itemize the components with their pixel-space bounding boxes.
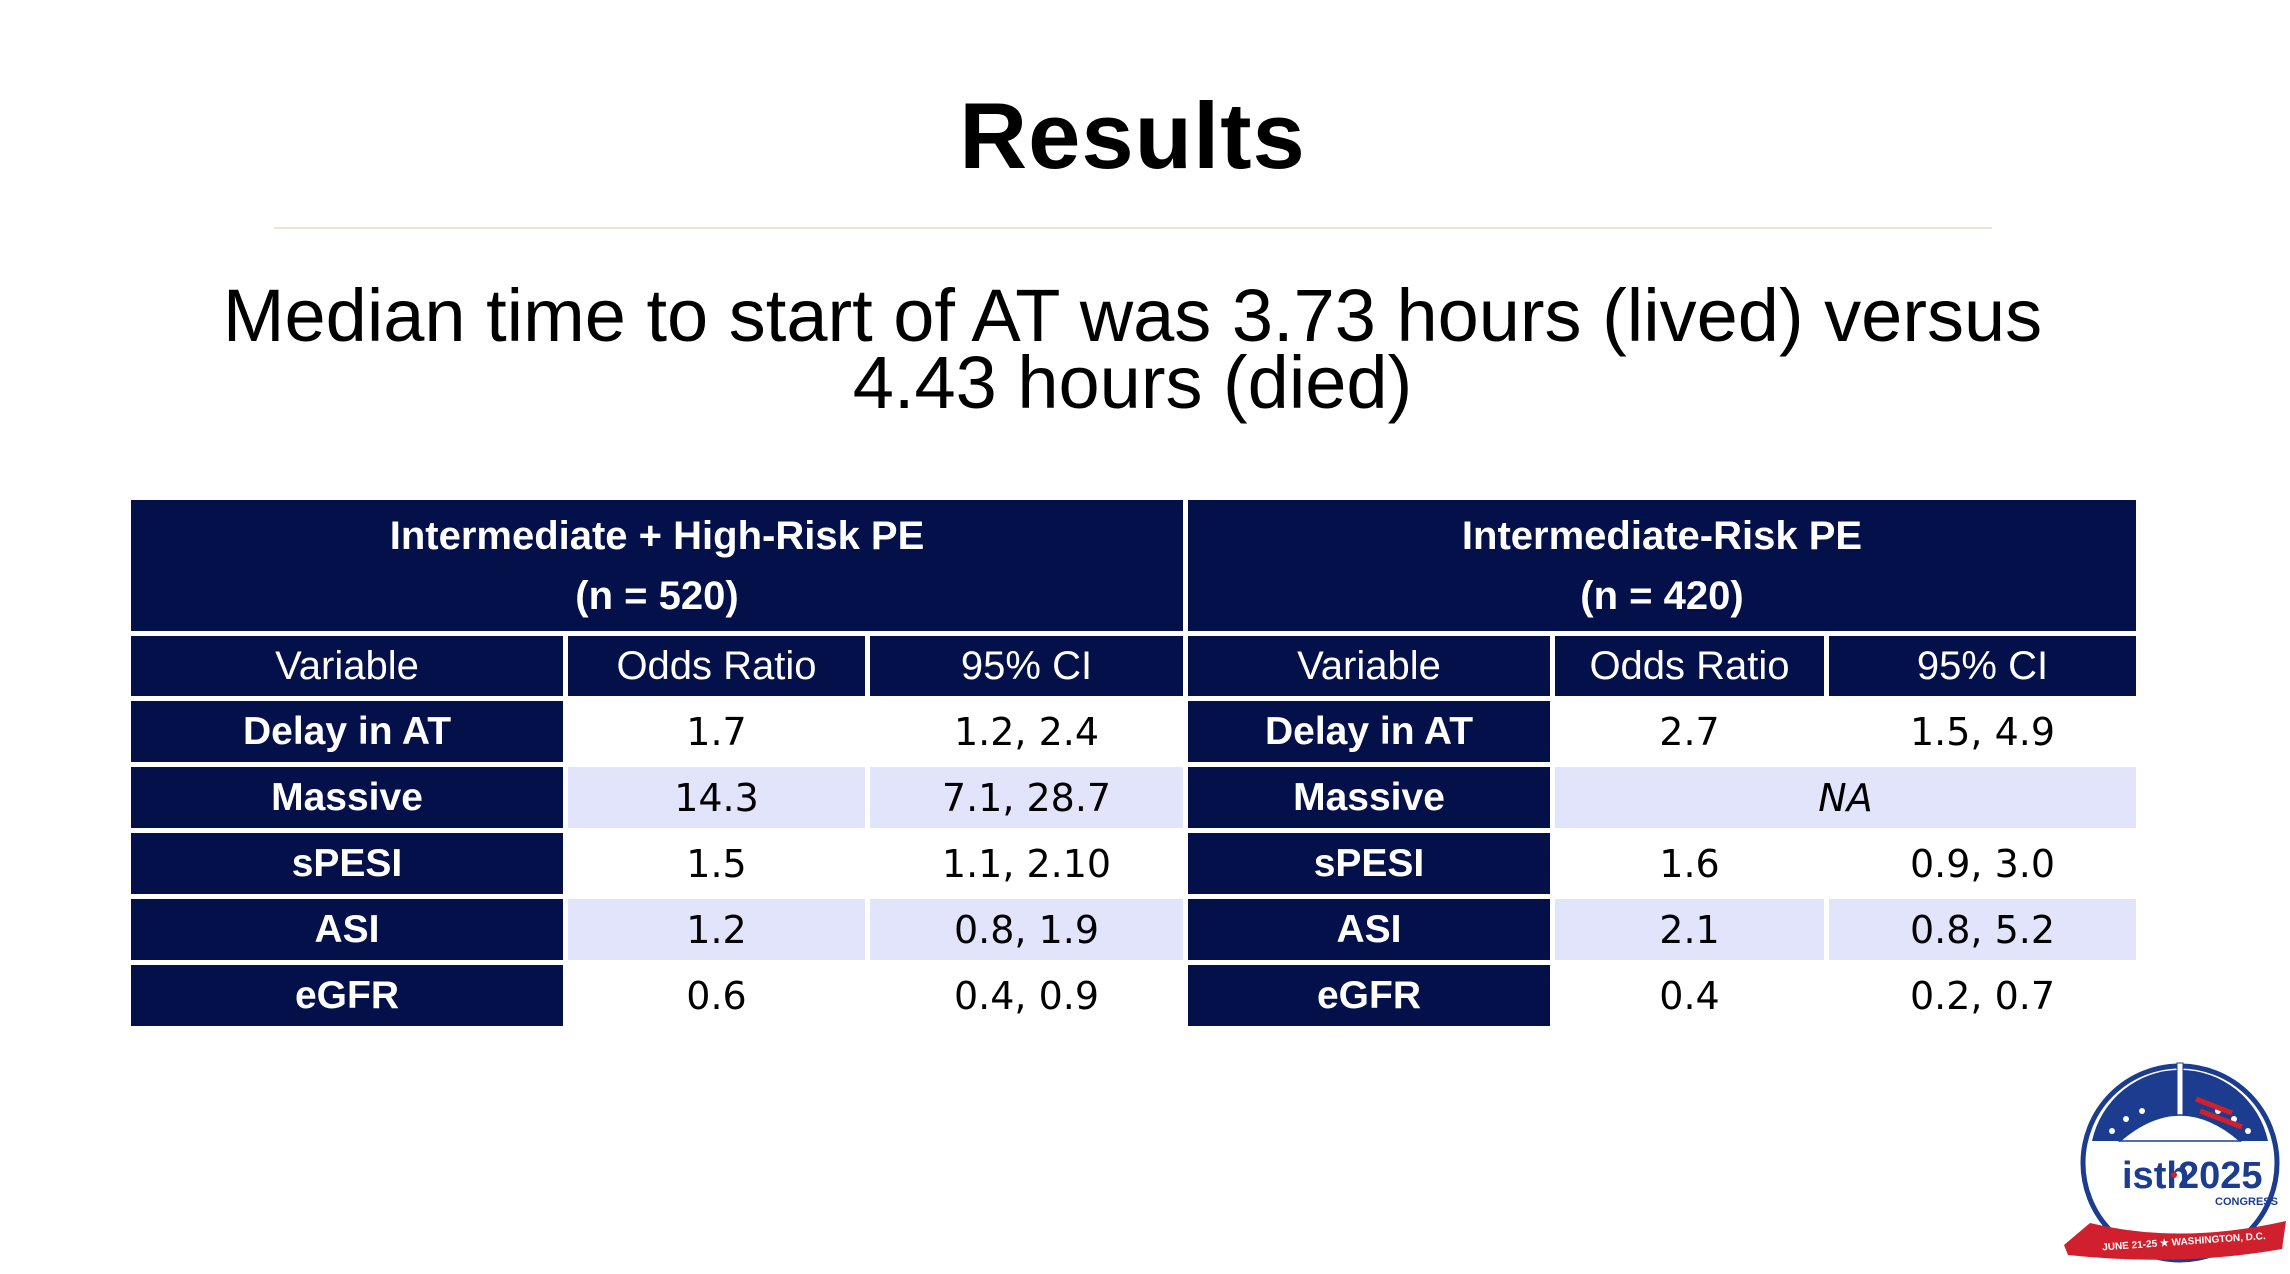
odds-ratio-cell: 0.6 [568, 965, 865, 1026]
not-available-cell: NA [1555, 767, 2136, 828]
variable-cell: sPESI [131, 833, 563, 894]
capitol-dome-icon [2117, 1114, 2243, 1142]
variable-cell: Massive [131, 767, 563, 828]
table-row: sPESI 1.5 1.1, 2.10 sPESI 1.6 0.9, 3.0 [131, 833, 2136, 894]
variable-cell: ASI [131, 899, 563, 960]
group-header-n: (n = 420) [1580, 573, 1744, 618]
table-row: Delay in AT 1.7 1.2, 2.4 Delay in AT 2.7… [131, 701, 2136, 762]
column-header-row: Variable Odds Ratio 95% CI Variable Odds… [131, 636, 2136, 696]
logo-brand-word: CONGRESS [2215, 1196, 2278, 1208]
logo-stars [2109, 1108, 2251, 1134]
variable-cell: ASI [1188, 899, 1550, 960]
column-header-odds-ratio: Odds Ratio [1555, 636, 1824, 696]
subtitle-line-1: Median time to start of AT was 3.73 hour… [222, 274, 2043, 357]
table-row: eGFR 0.6 0.4, 0.9 eGFR 0.4 0.2, 0.7 [131, 965, 2136, 1026]
ci-cell: 0.8, 5.2 [1829, 899, 2136, 960]
odds-ratio-cell: 1.6 [1555, 833, 1824, 894]
ci-cell: 1.2, 2.4 [870, 701, 1183, 762]
variable-cell: sPESI [1188, 833, 1550, 894]
column-header-variable: Variable [1188, 636, 1550, 696]
table-row: Massive 14.3 7.1, 28.7 Massive NA [131, 767, 2136, 828]
group-header-row: Intermediate + High-Risk PE (n = 520) In… [131, 500, 2136, 631]
variable-cell: Delay in AT [131, 701, 563, 762]
odds-ratio-cell: 1.2 [568, 899, 865, 960]
group-header-label: Intermediate-Risk PE [1461, 513, 1863, 558]
variable-cell: eGFR [131, 965, 563, 1026]
logo-brand-isth: isth [2122, 1155, 2190, 1197]
ci-cell: 0.8, 1.9 [870, 899, 1183, 960]
ci-cell: 0.2, 0.7 [1829, 965, 2136, 1026]
column-header-ci: 95% CI [1829, 636, 2136, 696]
variable-cell: Delay in AT [1188, 701, 1550, 762]
odds-ratio-cell: 1.5 [568, 833, 865, 894]
variable-cell: Massive [1188, 767, 1550, 828]
slide-title: Results [959, 83, 1306, 188]
logo-stripes [2195, 1096, 2243, 1130]
ci-cell: 7.1, 28.7 [870, 767, 1183, 828]
group-header-n: (n = 520) [575, 573, 739, 618]
table-row: ASI 1.2 0.8, 1.9 ASI 2.1 0.8, 5.2 [131, 899, 2136, 960]
ci-cell: 1.1, 2.10 [870, 833, 1183, 894]
ci-cell: 0.9, 3.0 [1829, 833, 2136, 894]
group-header-label: Intermediate + High-Risk PE [389, 513, 925, 558]
logo-dot [2171, 1172, 2177, 1178]
slide-subtitle: Median time to start of AT was 3.73 hour… [140, 274, 2125, 424]
logo-ribbon [2064, 1221, 2286, 1260]
isth-2025-congress-logo: isth 2025 CONGRESS JUNE 21-25 ★ WASHINGT… [2064, 1062, 2286, 1263]
results-table: Intermediate + High-Risk PE (n = 520) In… [126, 495, 2141, 1031]
group-header-intermediate-high-risk: Intermediate + High-Risk PE (n = 520) [131, 500, 1183, 631]
ci-cell: 0.4, 0.9 [870, 965, 1183, 1026]
title-divider [274, 227, 1992, 229]
variable-cell: eGFR [1188, 965, 1550, 1026]
column-header-variable: Variable [131, 636, 563, 696]
ci-cell: 1.5, 4.9 [1829, 701, 2136, 762]
odds-ratio-cell: 1.7 [568, 701, 865, 762]
odds-ratio-cell: 14.3 [568, 767, 865, 828]
column-header-odds-ratio: Odds Ratio [568, 636, 865, 696]
odds-ratio-cell: 2.7 [1555, 701, 1824, 762]
group-header-intermediate-risk: Intermediate-Risk PE (n = 420) [1188, 500, 2136, 631]
logo-brand-year: 2025 [2178, 1155, 2263, 1197]
odds-ratio-cell: 2.1 [1555, 899, 1824, 960]
column-header-ci: 95% CI [870, 636, 1183, 696]
subtitle-line-2: 4.43 hours (died) [852, 341, 1413, 424]
odds-ratio-cell: 0.4 [1555, 965, 1824, 1026]
